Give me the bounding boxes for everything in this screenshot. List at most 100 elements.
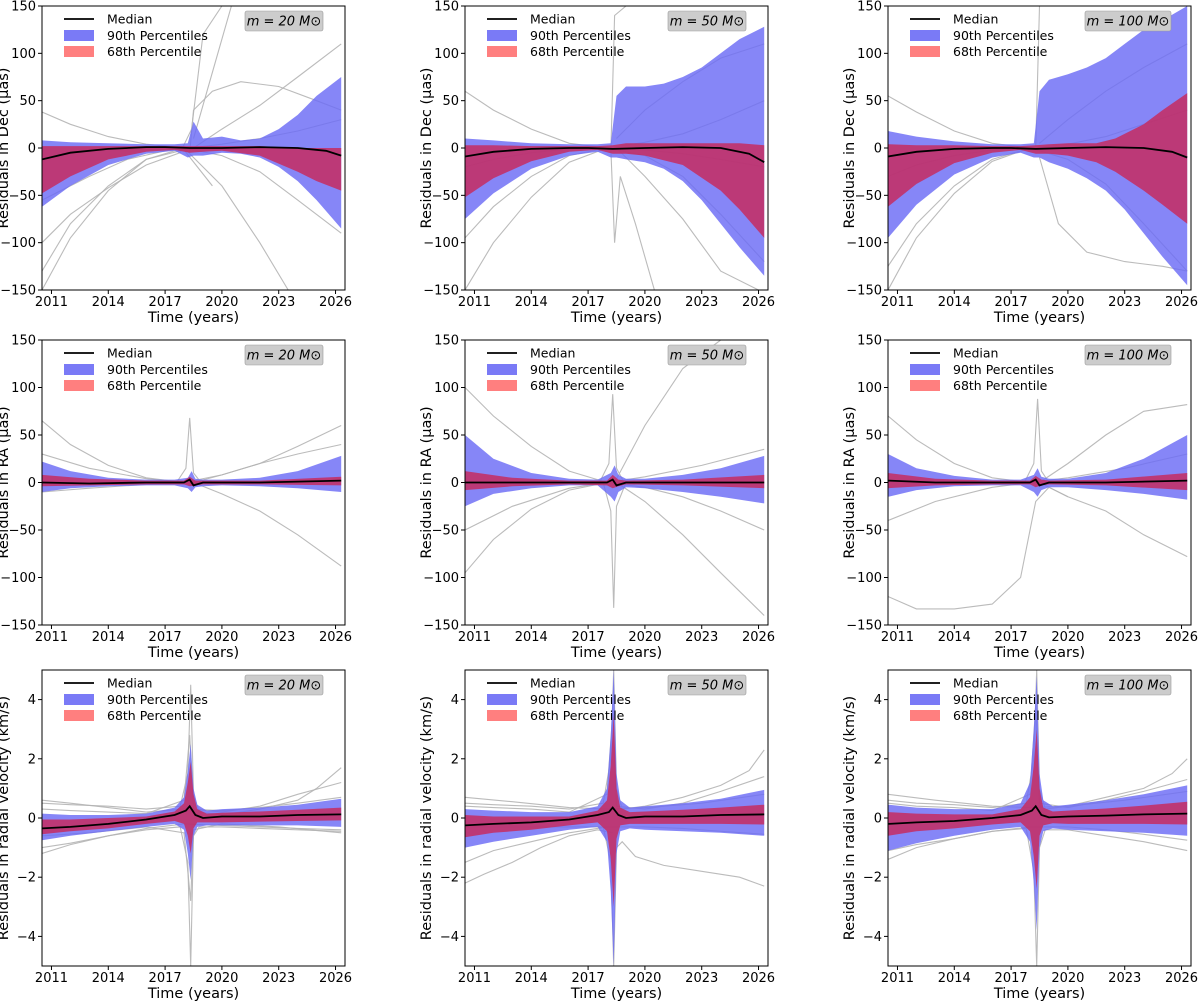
y-tick-label: −50 (855, 524, 882, 539)
x-axis-label: Time (years) (570, 986, 662, 1002)
legend-p68-label: 68th Percentile (107, 378, 202, 393)
median-line (888, 478, 1188, 487)
median-line (465, 146, 765, 163)
legend-median-label: Median (953, 346, 998, 361)
y-tick-label: −150 (423, 284, 459, 299)
x-tick-label: 2020 (1051, 630, 1084, 645)
x-tick-label: 2020 (205, 971, 238, 986)
background-curve (183, 147, 289, 290)
y-tick-label: 50 (865, 94, 882, 109)
median-line (888, 804, 1188, 825)
x-tick-label: 2020 (1051, 295, 1084, 310)
y-tick-label: 100 (11, 47, 36, 62)
x-axis-label: Time (years) (993, 986, 1085, 1002)
x-tick-label: 2011 (458, 971, 491, 986)
x-tick-label: 2020 (205, 630, 238, 645)
background-curve (42, 6, 223, 244)
legend-p68-label: 68th Percentile (530, 44, 625, 59)
y-tick-label: 2 (451, 752, 459, 767)
y-tick-label: −2 (440, 871, 459, 886)
y-tick-label: 0 (451, 476, 459, 491)
mass-label: m = 50 M⊙ (670, 679, 745, 694)
mass-label-box (667, 10, 747, 32)
background-curve (888, 415, 1031, 484)
x-tick-label: 2020 (1051, 971, 1084, 986)
y-tick-label: 0 (874, 476, 882, 491)
plot-area (465, 6, 765, 290)
p68-band (465, 471, 765, 491)
plot-area (888, 6, 1188, 290)
x-tick-label: 2017 (149, 971, 182, 986)
background-curve (193, 481, 342, 567)
y-tick-label: −100 (0, 571, 36, 586)
y-tick-label: 0 (28, 476, 36, 491)
x-axis-label: Time (years) (147, 310, 239, 326)
y-axis-label: Residuals in RA (μas) (0, 406, 12, 558)
panel-rv-m50: 2011 2014 2017 2020 2023 2026 −4 −2 0 2 4 Time (yea… (419, 669, 775, 1002)
p90-band (888, 435, 1188, 500)
y-tick-label: 100 (434, 381, 459, 396)
y-tick-label: 0 (874, 142, 882, 157)
background-curve (616, 482, 765, 616)
x-tick-label: 2023 (685, 295, 718, 310)
legend-p90-swatch (64, 30, 94, 41)
background-curve (42, 147, 185, 290)
p90-band (42, 455, 342, 492)
legend-p90-swatch (487, 364, 517, 375)
y-tick-label: −150 (423, 619, 459, 634)
y-axis-label: Residuals in radial velocity (km/s) (0, 696, 12, 940)
legend-p68-swatch (910, 46, 940, 57)
y-tick-label: 4 (874, 693, 882, 708)
x-tick-label: 2023 (685, 971, 718, 986)
legend-p90-label: 90th Percentiles (107, 28, 208, 43)
x-tick-label: 2023 (262, 971, 295, 986)
x-tick-label: 2020 (628, 295, 661, 310)
x-axis-label: Time (years) (570, 645, 662, 661)
y-tick-label: 150 (434, 334, 459, 349)
x-tick-label: 2014 (938, 630, 971, 645)
x-tick-label: 2023 (1108, 295, 1141, 310)
x-tick-label: 2020 (628, 630, 661, 645)
background-curve (888, 147, 1031, 267)
x-tick-label: 2011 (35, 295, 68, 310)
legend-p68-swatch (64, 380, 94, 391)
x-tick-label: 2023 (262, 295, 295, 310)
mass-label: m = 20 M⊙ (247, 349, 322, 364)
mass-label: m = 50 M⊙ (670, 349, 745, 364)
x-tick-label: 2026 (319, 295, 352, 310)
median-line (465, 806, 765, 827)
y-tick-label: 4 (451, 693, 459, 708)
x-tick-label: 2011 (458, 630, 491, 645)
x-axis-label: Time (years) (993, 310, 1085, 326)
panel-dec-m20: 2011 2014 2017 2020 2023 2026 −150 −100 −50 0 50 10… (0, 0, 352, 326)
mass-label-box (1084, 344, 1172, 366)
background-curve (193, 43, 342, 149)
x-tick-label: 2014 (92, 971, 125, 986)
y-tick-label: −150 (846, 284, 882, 299)
y-tick-label: −100 (423, 236, 459, 251)
legend-p68-swatch (64, 710, 94, 721)
mass-label: m = 20 M⊙ (247, 679, 322, 694)
legend-p68-swatch (910, 710, 940, 721)
y-axis-label: Residuals in Dec (μas) (842, 68, 858, 229)
background-curve (42, 735, 342, 815)
legend-p90-swatch (487, 694, 517, 705)
panel-ra-m100: 2011 2014 2017 2020 2023 2026 −150 −100 −50 0 50 10… (842, 334, 1198, 662)
y-tick-label: −150 (846, 619, 882, 634)
legend-p68-label: 68th Percentile (953, 44, 1048, 59)
legend-p90-label: 90th Percentiles (953, 692, 1054, 707)
x-axis-label: Time (years) (570, 310, 662, 326)
legend-p68-label: 68th Percentile (953, 708, 1048, 723)
y-tick-label: 50 (19, 429, 36, 444)
background-curve (1039, 482, 1188, 558)
y-axis-label: Residuals in Dec (μas) (0, 68, 12, 229)
mass-label: m = 100 M⊙ (1087, 679, 1170, 694)
plot-area (42, 684, 342, 966)
x-axis-label: Time (years) (147, 986, 239, 1002)
